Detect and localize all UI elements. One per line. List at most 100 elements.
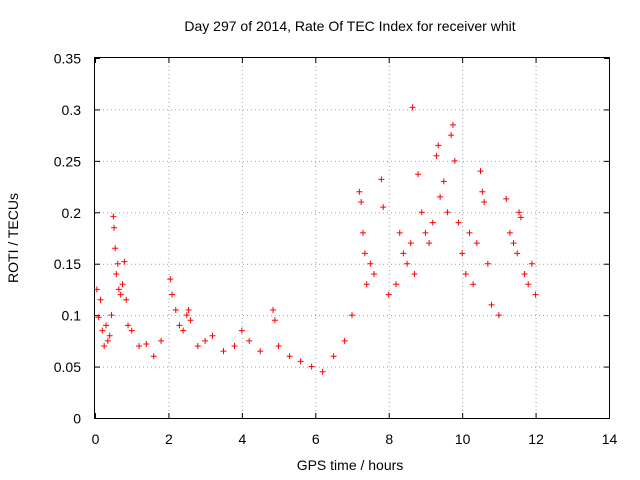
data-point: [356, 188, 363, 195]
data-point: [451, 157, 458, 164]
data-point: [477, 168, 484, 175]
x-tick-label: 10: [455, 431, 471, 447]
data-point: [528, 260, 535, 267]
x-tick-label: 6: [312, 431, 320, 447]
data-point: [459, 250, 466, 257]
data-point: [187, 317, 194, 324]
x-tick-label: 2: [165, 431, 173, 447]
x-tick-label: 4: [238, 431, 246, 447]
data-point: [103, 322, 110, 329]
data-point: [481, 199, 488, 205]
data-point: [123, 296, 130, 303]
y-axis-label: ROTI / TECUs: [5, 193, 21, 283]
data-point: [125, 322, 132, 329]
data-point: [114, 260, 121, 267]
grid-lines: [95, 58, 609, 418]
data-point: [183, 312, 190, 319]
data-point: [514, 250, 521, 257]
data-point: [378, 176, 385, 183]
data-point: [367, 260, 374, 267]
data-point: [104, 337, 111, 344]
y-tick-label: 0.35: [54, 51, 81, 67]
data-point: [448, 132, 455, 139]
data-point: [380, 204, 387, 211]
y-tick-label: 0.25: [54, 153, 81, 169]
x-tick-label: 8: [385, 431, 393, 447]
data-point: [150, 353, 157, 360]
data-point: [503, 195, 510, 202]
data-point: [426, 240, 433, 247]
data-point: [470, 281, 477, 288]
data-point: [525, 281, 532, 288]
data-point: [231, 343, 238, 349]
data-point: [117, 291, 124, 298]
data-point: [361, 250, 368, 257]
data-point: [385, 291, 392, 298]
data-point: [209, 332, 216, 339]
data-point: [169, 291, 176, 298]
y-tick-label: 0.1: [62, 308, 82, 324]
x-tick-label: 12: [528, 431, 544, 447]
data-point: [95, 314, 102, 321]
data-point: [484, 260, 491, 267]
data-point: [286, 353, 293, 360]
data-point: [407, 240, 414, 247]
data-point: [246, 337, 253, 344]
data-point: [93, 286, 100, 293]
data-point: [411, 271, 418, 277]
data-point: [121, 258, 128, 265]
data-point: [308, 363, 315, 370]
data-point: [270, 307, 277, 313]
data-point: [238, 327, 245, 334]
data-point: [271, 317, 278, 324]
data-point: [97, 296, 104, 303]
data-point: [449, 121, 456, 128]
data-point: [112, 245, 119, 252]
data-point: [479, 188, 486, 195]
data-point: [358, 199, 365, 205]
y-tick-label: 0: [73, 411, 81, 427]
data-point: [172, 307, 179, 313]
data-point: [440, 178, 447, 185]
y-tick-label: 0.05: [54, 359, 81, 375]
data-point: [115, 286, 122, 293]
data-point: [180, 327, 187, 334]
data-point: [415, 171, 422, 178]
data-point: [360, 229, 367, 236]
data-point: [349, 312, 355, 319]
data-point: [532, 291, 539, 298]
data-point: [108, 312, 115, 319]
data-point: [110, 213, 117, 220]
data-point: [418, 209, 425, 216]
data-point: [158, 337, 165, 344]
data-point: [404, 260, 411, 267]
x-axis-label: GPS time / hours: [297, 457, 404, 473]
data-point: [363, 281, 370, 288]
y-tick-label: 0.3: [62, 102, 82, 118]
data-point: [473, 240, 480, 247]
data-point: [119, 281, 126, 288]
y-tick-label: 0.2: [62, 205, 82, 221]
data-point: [435, 142, 442, 149]
data-point: [113, 271, 120, 277]
data-point: [466, 229, 473, 236]
data-point: [429, 219, 436, 226]
data-point: [444, 209, 451, 216]
data-point: [275, 343, 282, 349]
data-point: [409, 104, 416, 111]
data-points: [93, 104, 539, 375]
plot-frame: [94, 57, 610, 419]
data-point: [106, 332, 113, 339]
data-point: [202, 337, 209, 344]
data-point: [455, 219, 462, 226]
axis-ticks: 0 2 4 6 8 10 12 14 0 0.05 0.1 0.15 0.2 0.25 0.3 0.35: [54, 51, 618, 448]
data-point: [517, 214, 524, 221]
x-tick-label: 14: [602, 431, 618, 447]
data-point: [220, 348, 227, 355]
data-point: [185, 307, 192, 313]
data-point: [371, 271, 378, 277]
data-point: [194, 343, 201, 349]
data-point: [330, 353, 337, 360]
data-point: [143, 340, 150, 347]
